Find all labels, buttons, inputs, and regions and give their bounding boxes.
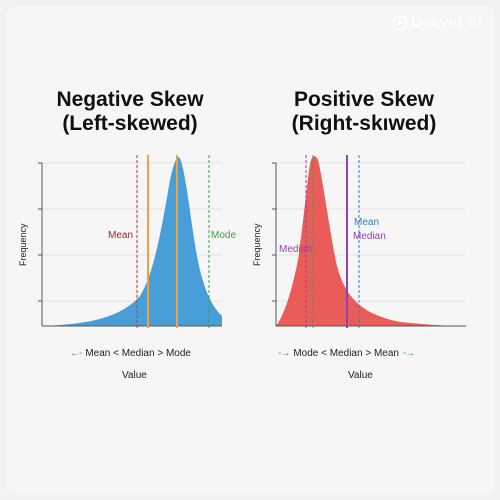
left-panel-title: Negative Skew (Left-skewed) — [20, 88, 240, 136]
right-plot — [272, 155, 466, 328]
right-caption-text: Mode < Median > Mean — [293, 348, 399, 359]
right-median-top-label: Median — [353, 231, 386, 242]
left-mean-label: Mean — [108, 230, 134, 241]
left-plot — [38, 155, 222, 328]
right-arrow-end-icon: -→ — [402, 348, 415, 359]
left-mode-label: Mode — [211, 230, 237, 241]
play-logo-icon — [393, 15, 407, 30]
right-y-axis-label: Frequency — [252, 223, 262, 266]
right-title-line1: Positive Skew — [293, 88, 435, 111]
right-panel-title: Positive Skew (Right-skıwed) — [254, 88, 474, 136]
right-mean-label: Mean — [354, 217, 380, 228]
left-y-axis-label: Frequency — [18, 223, 28, 266]
right-distribution-curve — [276, 156, 466, 326]
right-median-left-label: Median — [279, 244, 312, 255]
watermark-text: DeeVid AI — [411, 14, 482, 31]
left-arrow-icon: ←- — [70, 348, 82, 359]
left-title-line2: (Left-skewed) — [62, 112, 198, 135]
right-caption: -→ Mode < Median > Mean -→ — [278, 348, 415, 359]
left-caption: ←- Mean < Median > Mode — [70, 348, 191, 359]
watermark: DeeVid AI — [393, 14, 482, 31]
left-y-ticks — [38, 162, 42, 302]
figure-card — [6, 6, 494, 494]
left-x-axis-label: Value — [122, 370, 147, 381]
right-y-ticks — [272, 162, 276, 302]
left-title-line1: Negative Skew — [56, 88, 204, 111]
left-caption-text: Mean < Median > Mode — [85, 348, 191, 359]
left-distribution-curve — [42, 156, 222, 326]
right-arrow-icon: -→ — [278, 348, 290, 359]
right-x-axis-label: Value — [348, 370, 373, 381]
right-title-line2: (Right-skıwed) — [291, 112, 437, 135]
